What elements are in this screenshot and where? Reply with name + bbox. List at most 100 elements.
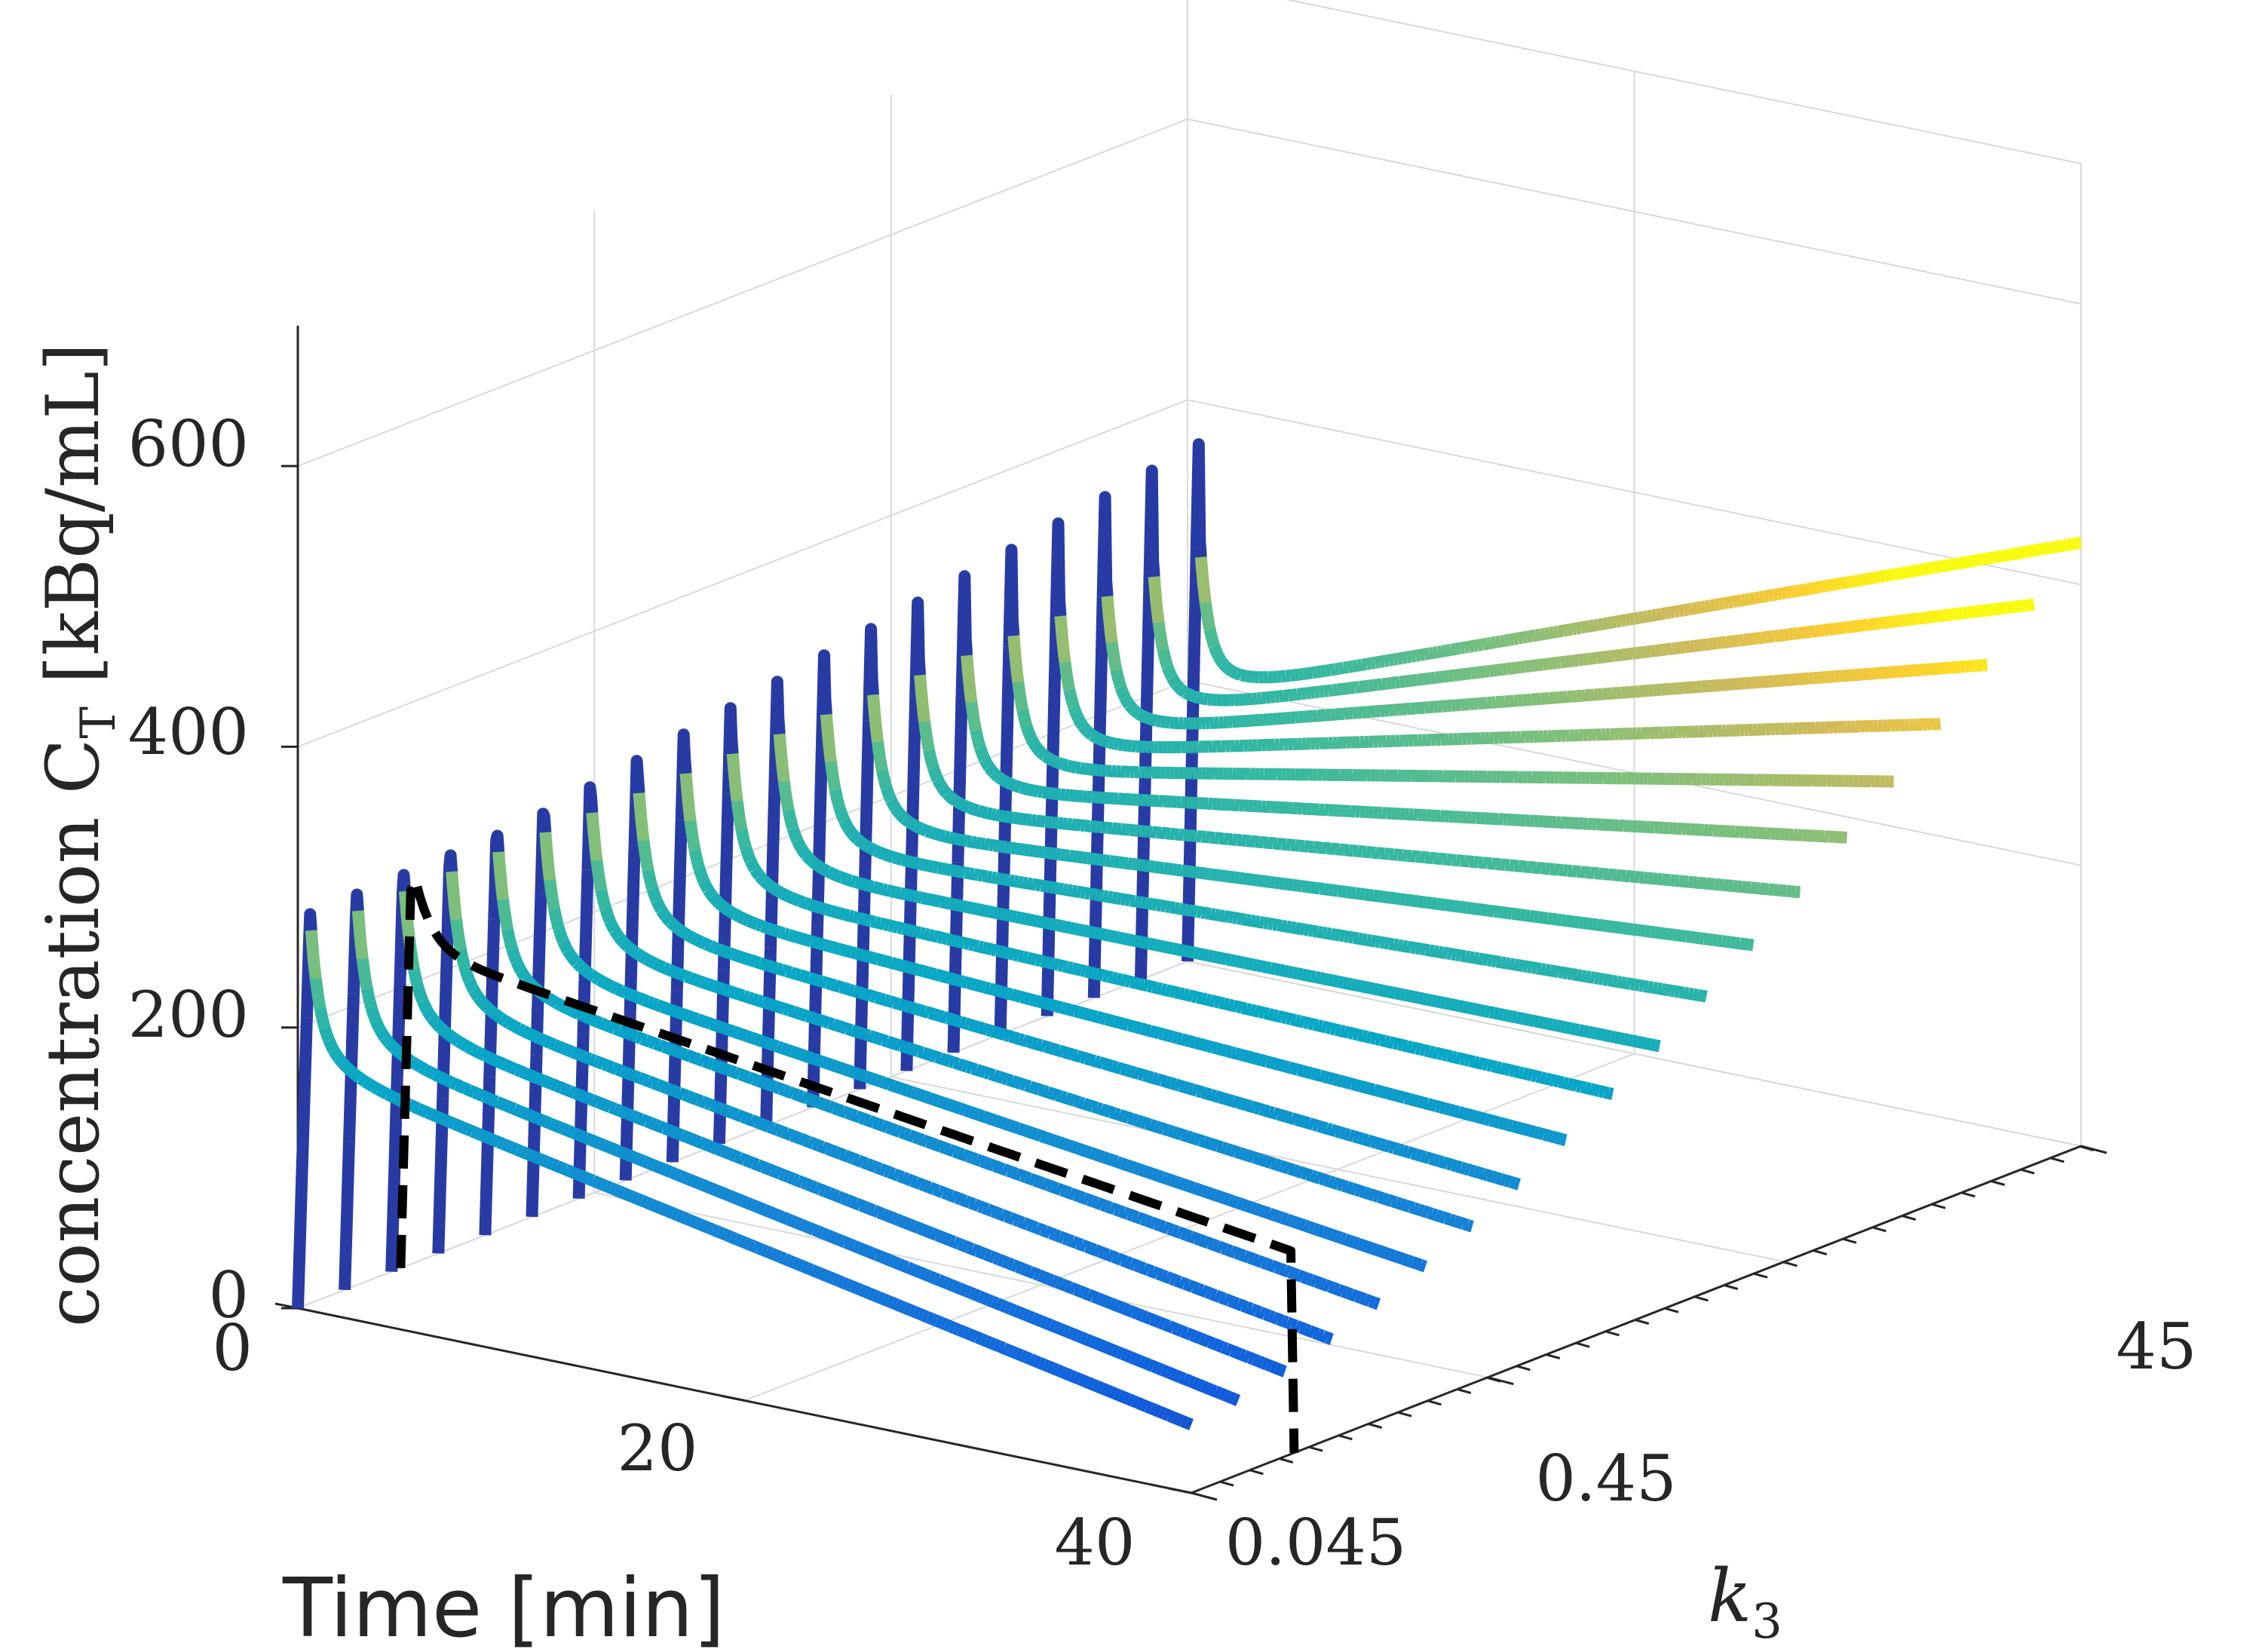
series-line-segment <box>913 964 928 977</box>
series-line-segment <box>853 1068 868 1081</box>
grid-line-y <box>297 118 2082 467</box>
series-line-segment <box>914 674 931 723</box>
series-line-segment <box>898 1172 912 1185</box>
series-line-segment <box>1020 912 1035 926</box>
series-line-segment <box>1151 826 1166 839</box>
series-line-segment <box>862 914 876 927</box>
series-line-segment <box>748 1073 763 1087</box>
series-line-segment <box>607 981 622 995</box>
series-line-segment <box>1206 1288 1221 1301</box>
series-line-segment <box>1344 930 1359 944</box>
series-line-segment <box>583 1093 598 1106</box>
series-line-segment <box>1014 1307 1029 1320</box>
series-line-segment <box>1257 1154 1272 1168</box>
series-line-segment <box>964 1019 979 1032</box>
series-line-segment <box>542 992 557 1006</box>
series-line-segment <box>1003 1165 1018 1178</box>
series-line-segment <box>955 1102 970 1117</box>
series-line-segment <box>868 952 883 966</box>
series-line-segment <box>1620 613 1635 627</box>
series-line-segment <box>611 983 627 997</box>
time-tick <box>1168 1487 1192 1494</box>
series-line-segment <box>1400 1200 1415 1213</box>
series-line-segment <box>1395 893 1410 906</box>
series-line-segment <box>1038 846 1053 860</box>
series-line-segment <box>2045 541 2059 554</box>
time-tick-label: 40 <box>1055 1506 1136 1580</box>
series-line-segment <box>1225 1046 1240 1059</box>
series-line-segment <box>1253 1355 1268 1368</box>
series-line-segment <box>1188 829 1202 842</box>
series-line-segment <box>810 936 825 950</box>
series-line-segment <box>1553 863 1568 877</box>
series-line-segment <box>460 1083 475 1096</box>
series-line-segment <box>770 924 785 938</box>
series-line-segment <box>832 942 847 956</box>
series-line-segment <box>759 1119 774 1132</box>
series-line-segment <box>1094 1056 1109 1070</box>
series-line-segment <box>665 917 680 931</box>
series-line-segment <box>1589 867 1605 880</box>
series-line-segment <box>690 1135 705 1148</box>
series-line-segment <box>884 1255 900 1268</box>
series-line-segment <box>1339 930 1354 943</box>
series-line-segment <box>1120 1064 1136 1077</box>
series-line-segment <box>1112 1252 1127 1266</box>
series-line-segment <box>1989 602 2003 616</box>
series-line-segment <box>681 1049 696 1062</box>
series-line-segment <box>1545 964 1560 978</box>
series-line-segment <box>572 958 587 973</box>
series-line-segment <box>1531 962 1546 976</box>
series-line-segment <box>1908 612 1923 626</box>
series-line-segment <box>1625 612 1639 626</box>
series-line-segment <box>739 1070 754 1083</box>
series-line-segment <box>1485 904 1500 918</box>
series-line-segment <box>618 937 633 952</box>
series-line-segment <box>630 1151 645 1166</box>
series-line-segment <box>574 1089 589 1102</box>
series-line-segment <box>786 967 801 980</box>
series-line-segment <box>973 805 988 818</box>
series-line-segment <box>1347 1182 1362 1196</box>
series-line-segment <box>1446 642 1460 656</box>
series-line-segment <box>1240 1250 1255 1264</box>
series-line-segment <box>1004 1030 1019 1044</box>
series-line-segment <box>656 1001 671 1014</box>
series-line-segment <box>654 1120 670 1134</box>
series-line-segment <box>1280 1060 1294 1074</box>
series-line-segment <box>1218 910 1234 923</box>
series-line-segment <box>989 1069 1004 1083</box>
series-line-segment <box>632 1031 647 1044</box>
series-line-segment <box>802 1010 817 1023</box>
series-line-segment <box>1128 1306 1143 1319</box>
series-line-segment <box>887 1297 902 1310</box>
series-line-segment <box>839 982 854 996</box>
series-line-segment <box>1643 980 1658 994</box>
k3-minor-tick <box>1219 1480 1234 1487</box>
series-line-segment <box>1547 1130 1562 1144</box>
series-line-segment <box>946 864 961 878</box>
series-line-segment <box>587 1175 602 1188</box>
series-line-segment <box>988 984 1004 998</box>
series-line-segment <box>703 1222 719 1236</box>
series-line-segment <box>817 902 832 916</box>
series-line-segment <box>418 1105 433 1118</box>
series-line-segment <box>752 995 768 1008</box>
series-line-segment <box>1727 595 1742 608</box>
series-line-segment <box>1431 897 1445 911</box>
series-line-segment <box>650 1119 665 1132</box>
series-line-segment <box>529 1071 544 1085</box>
series-line-segment <box>1468 639 1483 652</box>
series-line-segment <box>748 1157 763 1171</box>
series-line-segment <box>1352 658 1367 672</box>
series-line-segment <box>1317 1020 1332 1034</box>
series-line-segment <box>1572 1080 1586 1093</box>
series-line-segment <box>679 1008 694 1022</box>
series-line-segment <box>713 1143 728 1157</box>
series-line-segment <box>1408 991 1424 1004</box>
series-line-segment <box>1587 918 1602 931</box>
series-line-segment <box>1620 869 1635 883</box>
series-line-segment <box>1834 577 1850 590</box>
series-line-segment <box>1073 714 1088 731</box>
series-line-segment <box>972 1332 986 1345</box>
